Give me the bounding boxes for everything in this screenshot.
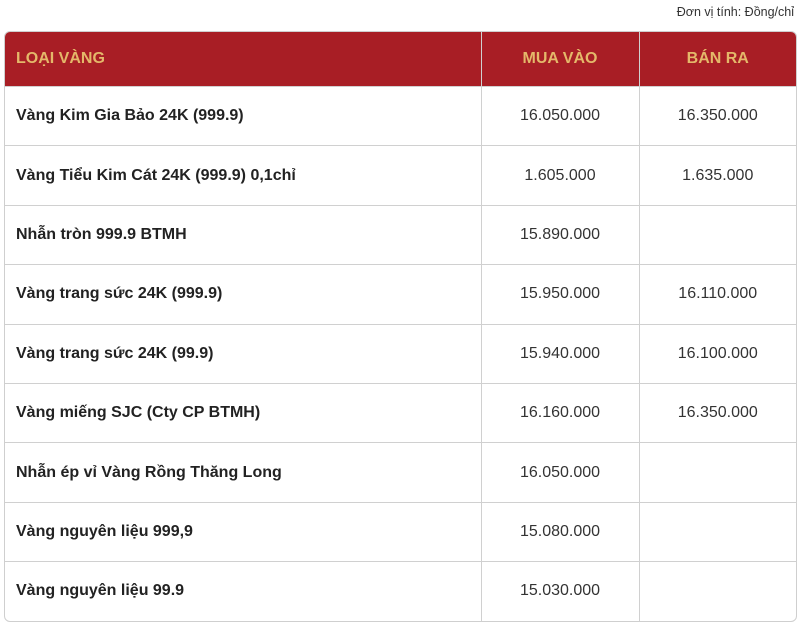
header-gold-type: LOẠI VÀNG [5, 32, 481, 87]
sell-price-cell [638, 204, 796, 265]
table-row: Vàng nguyên liệu 999,9 15.080.000 [5, 501, 796, 562]
gold-type-cell: Vàng nguyên liệu 99.9 [5, 561, 481, 621]
buy-price-cell: 16.160.000 [480, 382, 639, 443]
header-sell: BÁN RA [638, 32, 796, 87]
buy-price-cell: 16.050.000 [480, 442, 639, 503]
sell-price-cell [638, 561, 796, 621]
gold-type-cell: Vàng trang sức 24K (99.9) [5, 323, 481, 384]
sell-price-cell: 16.350.000 [638, 85, 796, 146]
unit-label: Đơn vị tính: Đồng/chỉ [676, 5, 794, 19]
sell-price-cell [638, 501, 796, 562]
buy-price-cell: 15.940.000 [480, 323, 639, 384]
table-row: Vàng Kim Gia Bảo 24K (999.9) 16.050.000 16… [5, 85, 796, 146]
table-row: Nhẫn ép vỉ Vàng Rồng Thăng Long 16.050.00… [5, 442, 796, 503]
table-row: Nhẫn tròn 999.9 BTMH 15.890.000 [5, 204, 796, 265]
sell-price-cell: 16.350.000 [638, 382, 796, 443]
gold-type-cell: Vàng trang sức 24K (999.9) [5, 264, 481, 325]
sell-price-cell: 16.100.000 [638, 323, 796, 384]
gold-type-cell: Vàng miếng SJC (Cty CP BTMH) [5, 382, 481, 443]
sell-price-cell [638, 442, 796, 503]
gold-type-cell: Nhẫn tròn 999.9 BTMH [5, 204, 481, 265]
buy-price-cell: 15.030.000 [480, 561, 639, 621]
sell-price-cell: 1.635.000 [638, 145, 796, 206]
table-row: Vàng Tiểu Kim Cát 24K (999.9) 0,1chỉ 1.60… [5, 145, 796, 206]
sell-price-cell: 16.110.000 [638, 264, 796, 325]
table-row: Vàng nguyên liệu 99.9 15.030.000 [5, 561, 796, 621]
buy-price-cell: 16.050.000 [480, 85, 639, 146]
gold-type-cell: Vàng Tiểu Kim Cát 24K (999.9) 0,1chỉ [5, 145, 481, 206]
table-header-row: LOẠI VÀNG MUA VÀO BÁN RA [5, 32, 796, 87]
buy-price-cell: 15.950.000 [480, 264, 639, 325]
gold-type-cell: Nhẫn ép vỉ Vàng Rồng Thăng Long [5, 442, 481, 503]
gold-type-cell: Vàng nguyên liệu 999,9 [5, 501, 481, 562]
table-row: Vàng miếng SJC (Cty CP BTMH) 16.160.000 16… [5, 382, 796, 443]
buy-price-cell: 15.890.000 [480, 204, 639, 265]
table-row: Vàng trang sức 24K (999.9) 15.950.000 16.1… [5, 264, 796, 325]
gold-price-table: LOẠI VÀNG MUA VÀO BÁN RA Vàng Kim Gia Bả… [4, 31, 797, 622]
table-row: Vàng trang sức 24K (99.9) 15.940.000 16.10… [5, 323, 796, 384]
buy-price-cell: 15.080.000 [480, 501, 639, 562]
header-buy: MUA VÀO [480, 32, 639, 87]
gold-type-cell: Vàng Kim Gia Bảo 24K (999.9) [5, 85, 481, 146]
buy-price-cell: 1.605.000 [480, 145, 639, 206]
